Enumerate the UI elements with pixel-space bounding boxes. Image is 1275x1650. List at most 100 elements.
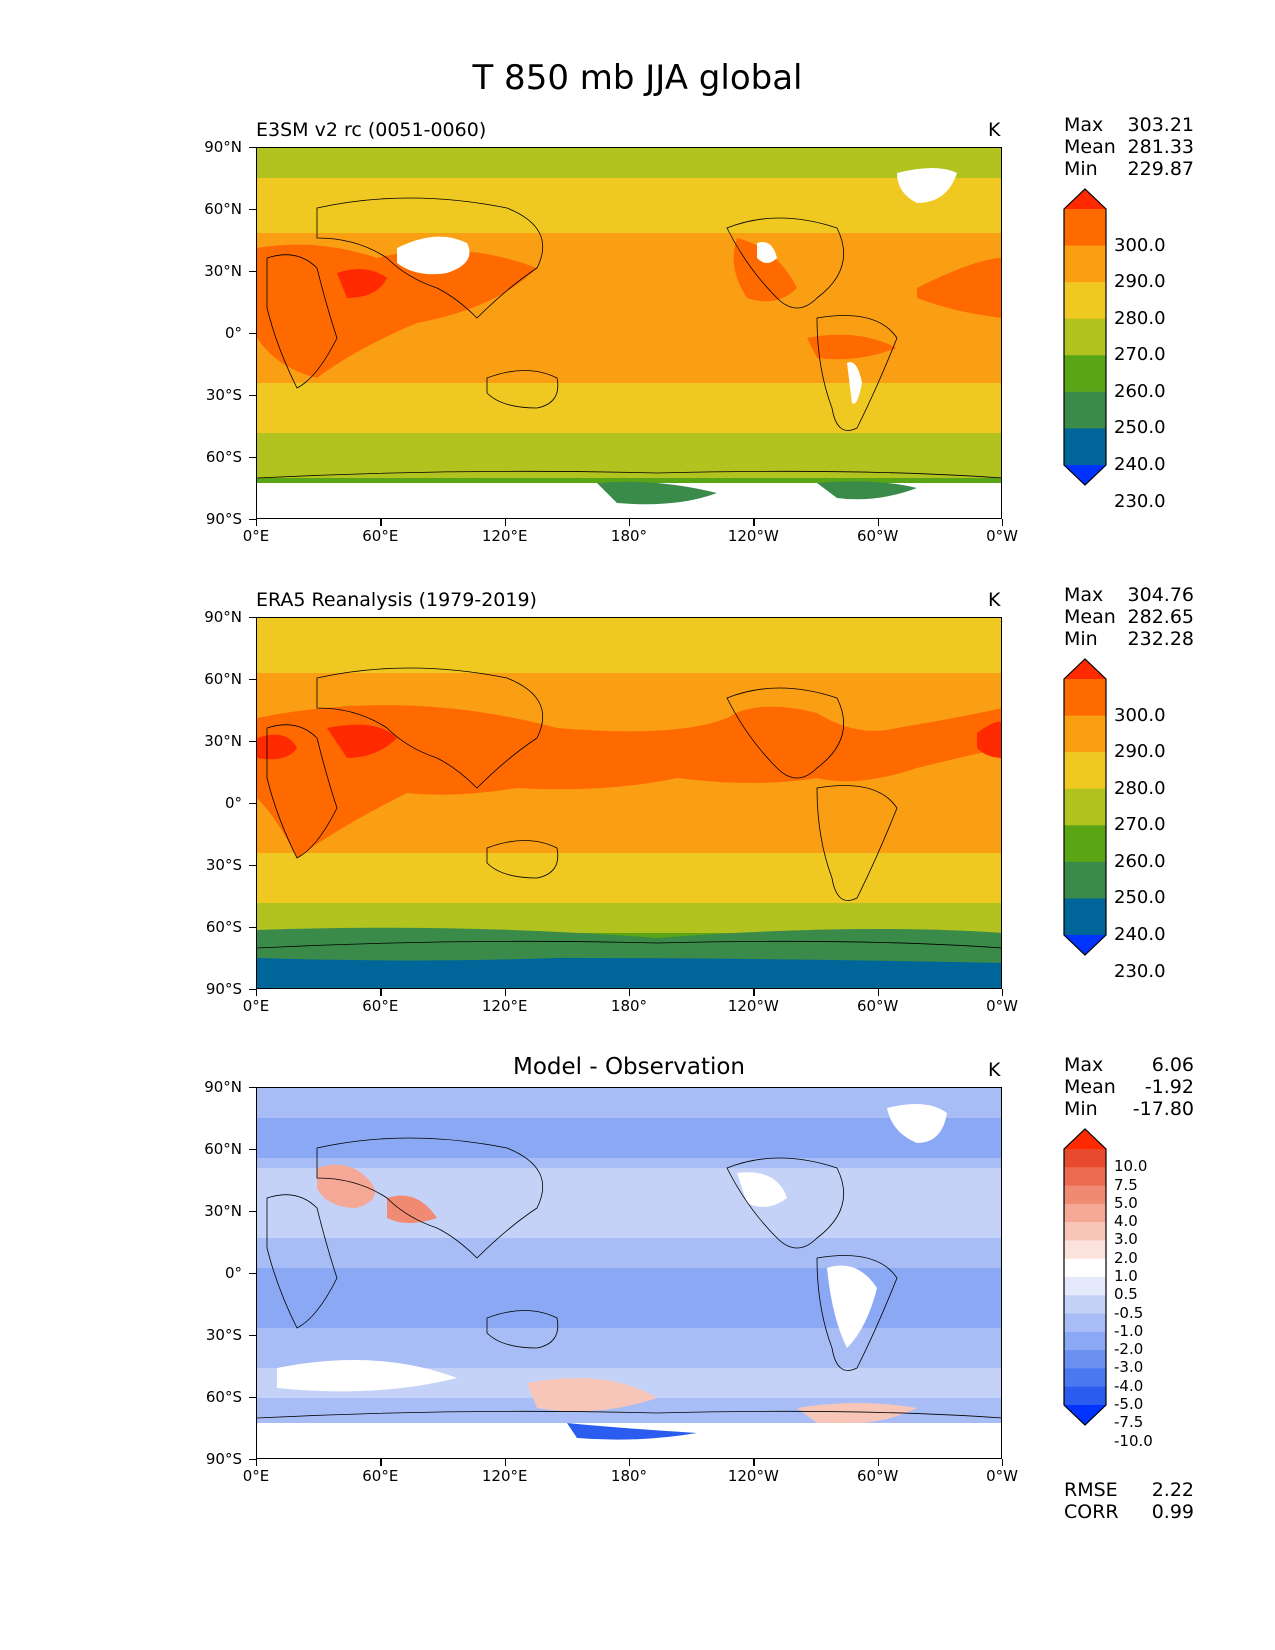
- y-tick-label: 0°: [224, 1264, 242, 1282]
- stat-label: Max: [1064, 1054, 1104, 1076]
- y-tick-label: 30°S: [205, 386, 242, 404]
- colorbar-tick-label: 10.0: [1114, 1157, 1148, 1176]
- colorbar-tick-label: -4.0: [1114, 1376, 1144, 1395]
- x-tick-label: 120°E: [481, 997, 528, 1015]
- colorbar-segment: [1064, 1386, 1106, 1406]
- panel-title: E3SM v2 rc (0051-0060): [256, 119, 487, 141]
- colorbar-extend-max: [1064, 189, 1106, 209]
- colorbar-segment: [1064, 318, 1106, 356]
- colorbar-tick-label: 300.0: [1114, 234, 1166, 256]
- x-tick-label: 120°W: [727, 527, 779, 545]
- stat-value: 304.76: [1127, 584, 1194, 606]
- colorbar-segment: [1064, 1331, 1106, 1351]
- colorbar-segment: [1064, 788, 1106, 826]
- y-tick: [249, 617, 256, 619]
- colorbar-segment: [1064, 679, 1106, 717]
- x-tick-label: 0°E: [242, 997, 270, 1015]
- y-tick: [249, 395, 256, 397]
- colorbar-segment: [1064, 1350, 1106, 1369]
- stat-value: 281.33: [1127, 136, 1194, 158]
- colorbar-extend-min: [1064, 935, 1106, 955]
- colorbar-segment: [1064, 1277, 1106, 1296]
- x-tick: [753, 989, 755, 996]
- stat-label: Min: [1064, 628, 1098, 650]
- y-tick: [249, 147, 256, 149]
- stat-value: 229.87: [1127, 158, 1194, 180]
- y-tick: [249, 519, 256, 521]
- units-label: K: [988, 1059, 1001, 1081]
- stat-value: -1.92: [1144, 1076, 1194, 1098]
- x-tick: [504, 1459, 506, 1466]
- colorbar-tick-label: 250.0: [1114, 417, 1166, 439]
- y-tick: [249, 989, 256, 991]
- y-tick-label: 90°N: [204, 608, 242, 626]
- y-tick: [249, 1087, 256, 1089]
- x-tick: [629, 519, 631, 526]
- panel-model: E3SM v2 rc (0051-0060) K: [0, 114, 1275, 617]
- y-tick-label: 30°S: [205, 856, 242, 874]
- colorbar-segment: [1064, 209, 1106, 247]
- colorbar-tick-label: 290.0: [1114, 741, 1166, 763]
- colorbar-tick-label: -10.0: [1114, 1431, 1153, 1450]
- y-tick: [249, 865, 256, 867]
- x-tick-label: 0°E: [242, 1467, 270, 1485]
- x-tick: [380, 519, 382, 526]
- colorbar-tick-label: 270.0: [1114, 814, 1166, 836]
- y-tick: [249, 741, 256, 743]
- y-tick: [249, 679, 256, 681]
- colorbar-tick-label: 0.5: [1114, 1285, 1138, 1304]
- y-tick: [249, 1397, 256, 1399]
- colorbar-segment: [1064, 1368, 1106, 1388]
- colorbar-tick-label: 280.0: [1114, 307, 1166, 329]
- stat-value: 232.28: [1127, 628, 1194, 650]
- y-tick-label: 30°N: [204, 732, 242, 750]
- x-tick: [877, 519, 879, 526]
- y-tick: [249, 803, 256, 805]
- map-difference: [256, 1087, 1002, 1459]
- colorbar-extend-max: [1064, 659, 1106, 679]
- colorbar: [1063, 1128, 1107, 1426]
- x-tick-label: 60°W: [856, 527, 899, 545]
- colorbar-segment: [1064, 245, 1106, 283]
- x-tick: [877, 1459, 879, 1466]
- colorbar-tick-label: 300.0: [1114, 704, 1166, 726]
- colorbar-segment: [1064, 752, 1106, 790]
- colorbar-tick-label: 3.0: [1114, 1230, 1138, 1249]
- y-tick-label: 30°S: [205, 1326, 242, 1344]
- y-tick: [249, 1273, 256, 1275]
- x-tick-label: 180°: [610, 997, 648, 1015]
- colorbar-segment: [1064, 1313, 1106, 1333]
- panel-difference: Model - Observation K Max 6.0: [0, 1054, 1275, 1557]
- error-stats-block: RMSE 2.22 CORR 0.99: [1064, 1479, 1194, 1523]
- x-tick: [256, 1459, 258, 1466]
- x-tick: [504, 989, 506, 996]
- stat-value: 6.06: [1151, 1054, 1194, 1076]
- x-tick-label: 60°W: [856, 1467, 899, 1485]
- y-tick-label: 0°: [224, 794, 242, 812]
- y-tick: [249, 1211, 256, 1213]
- colorbar-segment: [1064, 898, 1106, 936]
- stat-label: Mean: [1064, 1076, 1116, 1098]
- y-tick-label: 60°S: [205, 1388, 242, 1406]
- y-tick-label: 90°N: [204, 1078, 242, 1096]
- x-tick: [256, 519, 258, 526]
- stat-value: 282.65: [1127, 606, 1194, 628]
- colorbar-tick-label: -1.0: [1114, 1321, 1144, 1340]
- stat-label: Min: [1064, 1098, 1098, 1120]
- panel-title: ERA5 Reanalysis (1979-2019): [256, 589, 537, 611]
- stat-label: RMSE: [1064, 1479, 1118, 1501]
- stats-block: Max 304.76 Mean 282.65 Min 232.28: [1064, 584, 1194, 650]
- x-tick-label: 0°W: [986, 1467, 1018, 1485]
- x-tick: [380, 1459, 382, 1466]
- panel-title: Model - Observation: [512, 1054, 746, 1080]
- x-tick: [1002, 989, 1004, 996]
- colorbar-tick-label: 270.0: [1114, 344, 1166, 366]
- colorbar-segment: [1064, 1185, 1106, 1205]
- colorbar-tick-label: 4.0: [1114, 1212, 1138, 1231]
- x-tick-label: 180°: [610, 1467, 648, 1485]
- x-tick-label: 0°W: [986, 997, 1018, 1015]
- colorbar: [1063, 658, 1107, 956]
- x-tick: [877, 989, 879, 996]
- colorbar-segment: [1064, 1258, 1106, 1278]
- y-tick-label: 90°S: [205, 980, 242, 998]
